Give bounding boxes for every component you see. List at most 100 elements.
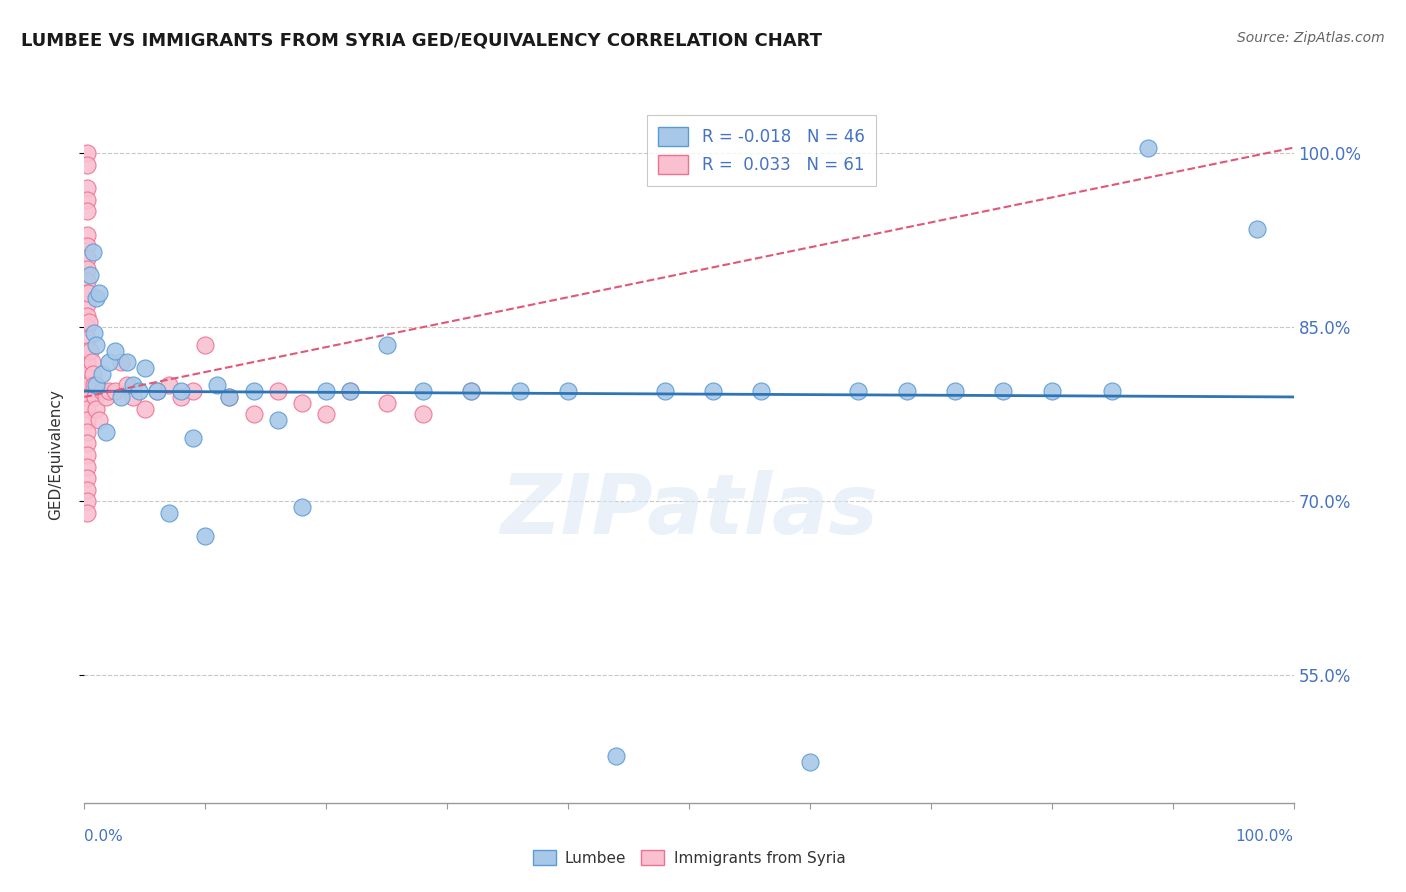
Point xyxy=(76,506,98,520)
Point xyxy=(339,384,361,398)
Point xyxy=(79,268,101,282)
Point xyxy=(76,262,98,277)
Point xyxy=(146,384,169,398)
Point xyxy=(146,384,169,398)
Text: 100.0%: 100.0% xyxy=(1236,829,1294,844)
Point xyxy=(115,378,138,392)
Point xyxy=(76,146,98,161)
Point xyxy=(509,384,531,398)
Point xyxy=(242,407,264,421)
Point xyxy=(82,244,104,259)
Point xyxy=(80,355,103,369)
Point xyxy=(97,355,120,369)
Point xyxy=(76,413,98,427)
Point xyxy=(339,384,361,398)
Point xyxy=(128,384,150,398)
Point xyxy=(218,390,240,404)
Point xyxy=(181,430,204,444)
Point xyxy=(157,378,180,392)
Legend: Lumbee, Immigrants from Syria: Lumbee, Immigrants from Syria xyxy=(526,844,852,871)
Point xyxy=(194,529,217,543)
Point xyxy=(242,384,264,398)
Point xyxy=(77,315,100,329)
Point xyxy=(91,384,114,398)
Point xyxy=(104,343,127,358)
Point xyxy=(291,395,314,409)
Point xyxy=(86,378,108,392)
Point xyxy=(84,390,107,404)
Point xyxy=(170,390,193,404)
Point xyxy=(1137,141,1160,155)
Point xyxy=(76,471,98,485)
Point xyxy=(76,204,98,219)
Point xyxy=(76,343,98,358)
Point xyxy=(76,401,98,416)
Y-axis label: GED/Equivalency: GED/Equivalency xyxy=(49,390,63,520)
Point xyxy=(76,436,98,450)
Text: LUMBEE VS IMMIGRANTS FROM SYRIA GED/EQUIVALENCY CORRELATION CHART: LUMBEE VS IMMIGRANTS FROM SYRIA GED/EQUI… xyxy=(21,31,823,49)
Point xyxy=(267,413,290,427)
Point xyxy=(76,355,98,369)
Point xyxy=(315,384,337,398)
Point xyxy=(121,390,143,404)
Point xyxy=(76,239,98,253)
Point xyxy=(218,390,240,404)
Point xyxy=(76,158,98,172)
Point xyxy=(460,384,482,398)
Point xyxy=(799,755,821,769)
Text: 0.0%: 0.0% xyxy=(84,829,124,844)
Point xyxy=(94,425,117,439)
Point xyxy=(83,326,105,341)
Point xyxy=(76,494,98,508)
Point xyxy=(76,285,98,300)
Point xyxy=(181,384,204,398)
Point xyxy=(134,361,156,376)
Text: ZIPatlas: ZIPatlas xyxy=(501,470,877,551)
Point xyxy=(76,425,98,439)
Point xyxy=(412,407,434,421)
Point xyxy=(76,483,98,497)
Point xyxy=(702,384,724,398)
Point xyxy=(76,274,98,288)
Point xyxy=(460,384,482,398)
Point xyxy=(375,338,398,352)
Point xyxy=(97,384,120,398)
Point xyxy=(375,395,398,409)
Point xyxy=(1246,222,1268,236)
Point xyxy=(76,181,98,195)
Point xyxy=(77,285,100,300)
Point xyxy=(896,384,918,398)
Point xyxy=(76,227,98,242)
Point xyxy=(1040,384,1063,398)
Point xyxy=(291,500,314,514)
Point xyxy=(76,367,98,381)
Point xyxy=(943,384,966,398)
Point xyxy=(993,384,1015,398)
Point xyxy=(170,384,193,398)
Point xyxy=(76,320,98,334)
Point xyxy=(557,384,579,398)
Point xyxy=(76,378,98,392)
Point xyxy=(194,338,217,352)
Point xyxy=(76,448,98,462)
Point xyxy=(207,378,229,392)
Point xyxy=(751,384,773,398)
Point xyxy=(76,297,98,311)
Point xyxy=(76,390,98,404)
Text: Source: ZipAtlas.com: Source: ZipAtlas.com xyxy=(1237,31,1385,45)
Point xyxy=(315,407,337,421)
Point xyxy=(121,378,143,392)
Point xyxy=(654,384,676,398)
Point xyxy=(79,343,101,358)
Point xyxy=(91,367,114,381)
Point xyxy=(83,378,105,392)
Point xyxy=(76,251,98,265)
Point xyxy=(605,749,627,764)
Point xyxy=(846,384,869,398)
Point xyxy=(87,285,110,300)
Point xyxy=(110,390,132,404)
Point xyxy=(104,384,127,398)
Point xyxy=(76,309,98,323)
Point xyxy=(110,355,132,369)
Point xyxy=(94,390,117,404)
